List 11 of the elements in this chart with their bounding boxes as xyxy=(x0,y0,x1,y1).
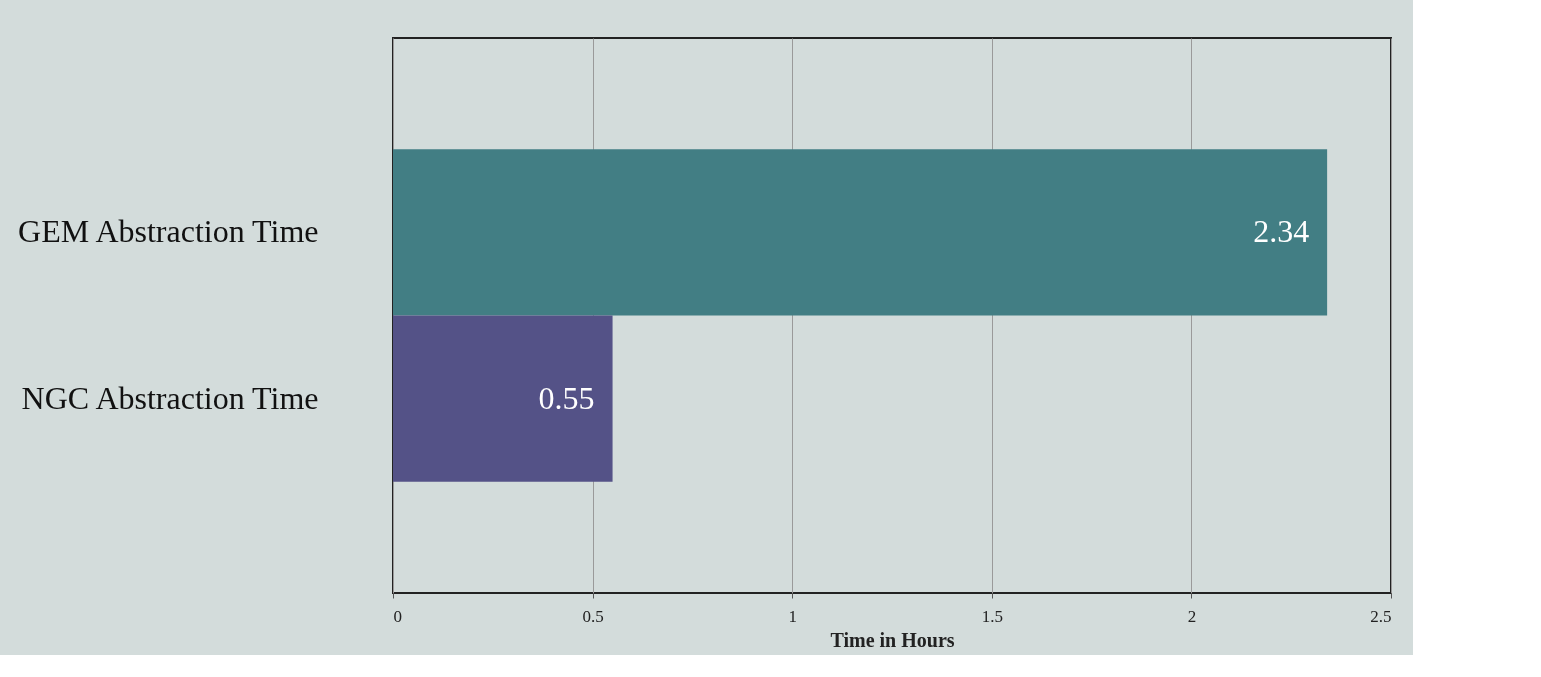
x-tick-label: 2 xyxy=(1187,606,1197,626)
x-axis-title: Time in Hours xyxy=(830,628,955,651)
x-tick-label: 0.5 xyxy=(582,606,604,626)
x-tick-label: 1.5 xyxy=(981,606,1003,626)
data-label: 2.34 xyxy=(1253,213,1310,250)
y-tick-label: NGC Abstraction Time xyxy=(21,379,319,416)
x-tick-label: 1 xyxy=(788,606,797,626)
x-tick-label: 2.5 xyxy=(1370,606,1392,626)
x-tick-label: 0 xyxy=(393,606,402,626)
data-label: 0.55 xyxy=(538,379,595,416)
y-tick-label: GEM Abstraction Time xyxy=(18,213,319,250)
